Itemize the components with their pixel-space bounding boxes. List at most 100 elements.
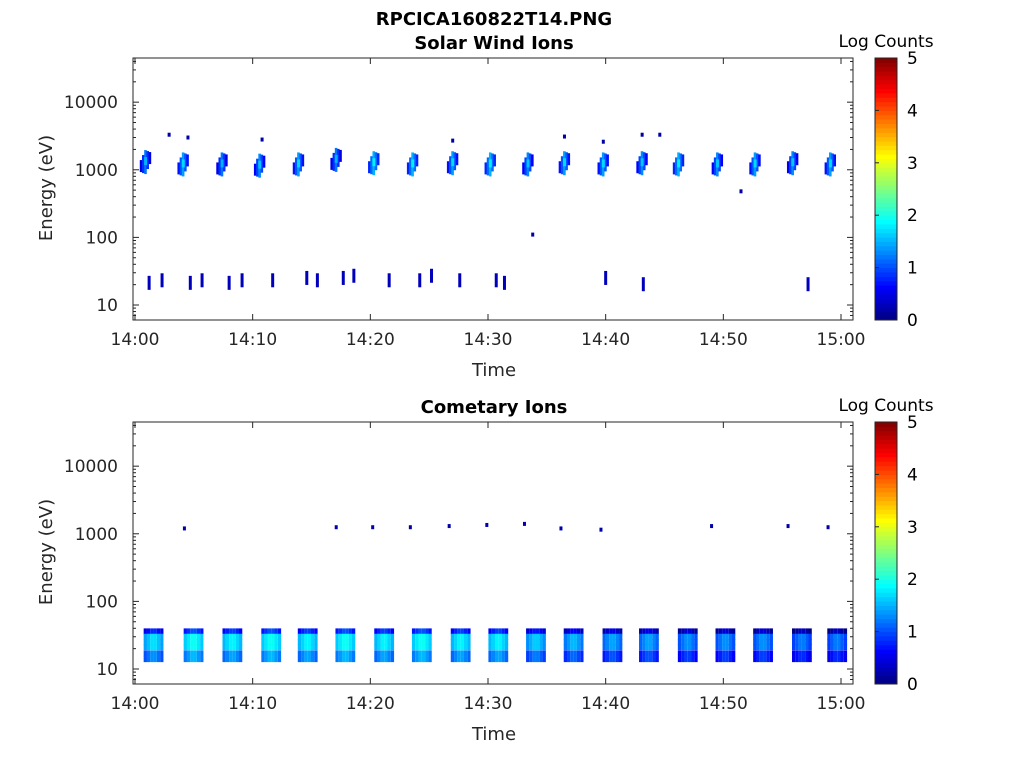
cometary-x-tick-label: 14:40 [581, 694, 630, 714]
cometary-column-cell [609, 656, 613, 663]
cometary-column-cell [342, 639, 346, 646]
cometary-sparse-dot [786, 524, 790, 529]
solar-wind-blob [292, 152, 305, 177]
cometary-column-cell [612, 639, 616, 646]
cometary-column-cell [390, 639, 395, 646]
solar-wind-blob-cell [604, 153, 607, 172]
cometary-column-cell [222, 628, 226, 635]
cometary-column-cell [235, 656, 239, 663]
cometary-column-cell [563, 650, 568, 657]
cometary-column-cell [457, 639, 461, 646]
cometary-column-cell [830, 644, 834, 651]
cometary-column-cell [715, 656, 719, 663]
solar-wind-blob-cell [789, 156, 792, 175]
cometary-sparse-dot [559, 526, 563, 531]
cometary-column-cell [387, 644, 391, 651]
solar-wind-colorbar-step [875, 140, 897, 146]
cometary-column-cell [718, 656, 723, 663]
cometary-column-cell [532, 650, 536, 657]
cometary-column-cell [351, 633, 356, 640]
cometary-column-cell [495, 644, 499, 651]
cometary-column-cell [652, 633, 656, 640]
cometary-column-cell [156, 656, 161, 663]
cometary-column-cell [539, 639, 543, 646]
solar-wind-blob-cell [218, 157, 222, 176]
solar-wind-y-tick-label: 1000 [75, 161, 118, 181]
cometary-column-cell [190, 628, 194, 635]
cometary-colorbar-step [875, 587, 897, 593]
cometary-column-cell [425, 650, 429, 657]
cometary-column-cell [795, 650, 799, 657]
cometary-column-cell [342, 650, 346, 657]
solar-wind-burst [160, 273, 164, 288]
cometary-column-cell [687, 650, 692, 657]
cometary-column-cell [380, 644, 385, 651]
solar-wind-burst [502, 275, 506, 290]
cometary-column-cell [684, 628, 688, 635]
cometary-column-cell [805, 650, 809, 657]
solar-wind-colorbar-step [875, 232, 897, 238]
solar-wind-blob-cell [253, 163, 257, 176]
cometary-column-cell [200, 644, 204, 651]
cometary-column-cell [501, 650, 505, 657]
cometary-x-tick-label: 14:20 [346, 694, 395, 714]
solar-wind-blob-cell [406, 162, 410, 175]
cometary-column-cell [457, 650, 461, 657]
solar-wind-blob-cell [370, 156, 373, 175]
cometary-column-cell [615, 644, 620, 651]
cometary-column-cell [602, 650, 606, 657]
cometary-column-cell [454, 656, 458, 663]
solar-wind-blob-cell [486, 157, 490, 176]
solar-wind-blob-cell [681, 154, 685, 167]
cometary-column-cell [808, 644, 812, 651]
cometary-column-cell [609, 644, 613, 651]
cometary-column-cell [374, 633, 378, 640]
cometary-column-cell [769, 639, 773, 646]
cometary-column-cell [756, 644, 760, 651]
cometary-column-cell [229, 633, 233, 640]
cometary-column-cell [573, 644, 577, 651]
solar-wind-colorbar-step [875, 66, 897, 72]
cometary-sparse-dot [522, 521, 526, 526]
cometary-column-cell [384, 628, 388, 635]
solar-wind-panel: Solar Wind Ions 14:00 14:10 14:20 14:30 14:4… [36, 32, 934, 381]
solar-wind-blob-cell [522, 162, 525, 175]
cometary-column-cell [143, 628, 147, 635]
solar-wind-colorbar-step [875, 132, 897, 138]
solar-wind-colorbar-step [875, 258, 897, 264]
solar-wind-colorbar-step [875, 223, 897, 229]
cometary-column-cell [491, 633, 496, 640]
cometary-column-cell [563, 639, 568, 646]
solar-wind-blob-cell [455, 153, 459, 166]
cometary-column-cell [454, 628, 458, 635]
solar-wind-burst [806, 277, 810, 292]
cometary-column-cell [307, 639, 311, 646]
solar-wind-blob-cell [751, 157, 755, 176]
cometary-column-cell [274, 644, 278, 651]
cometary-column-cell [274, 656, 278, 663]
cometary-column-cell [759, 628, 764, 635]
solar-wind-blob-cell [675, 157, 678, 176]
cometary-column-cell [728, 639, 733, 646]
cometary-column-cell [235, 633, 239, 640]
solar-wind-blob-cell [141, 155, 145, 174]
cometary-column-cell [418, 644, 422, 651]
solar-wind-title: Solar Wind Ions [414, 33, 573, 54]
cometary-column-cell [186, 633, 191, 640]
cometary-column-cell [342, 656, 346, 663]
cometary-column-cell [677, 639, 682, 646]
cometary-column-cell [310, 656, 315, 663]
cometary-column-cell [264, 628, 268, 635]
cometary-column-cell [681, 650, 685, 657]
cometary-column-cell [759, 656, 764, 663]
cometary-y-label: Energy (eV) [36, 499, 57, 605]
solar-wind-burst [641, 277, 645, 292]
cometary-colorbar: 0 1 2 3 4 5 [874, 413, 918, 695]
cometary-column-cell [274, 628, 278, 635]
cometary-colorbar-step [875, 522, 897, 528]
cometary-column-cell [150, 628, 154, 635]
solar-wind-x-ticks: 14:00 14:10 14:20 14:30 14:40 14:50 15:00 [111, 58, 866, 350]
solar-wind-blob [558, 151, 571, 176]
cometary-column-cell [307, 628, 311, 635]
solar-wind-blob-cell [824, 162, 828, 175]
